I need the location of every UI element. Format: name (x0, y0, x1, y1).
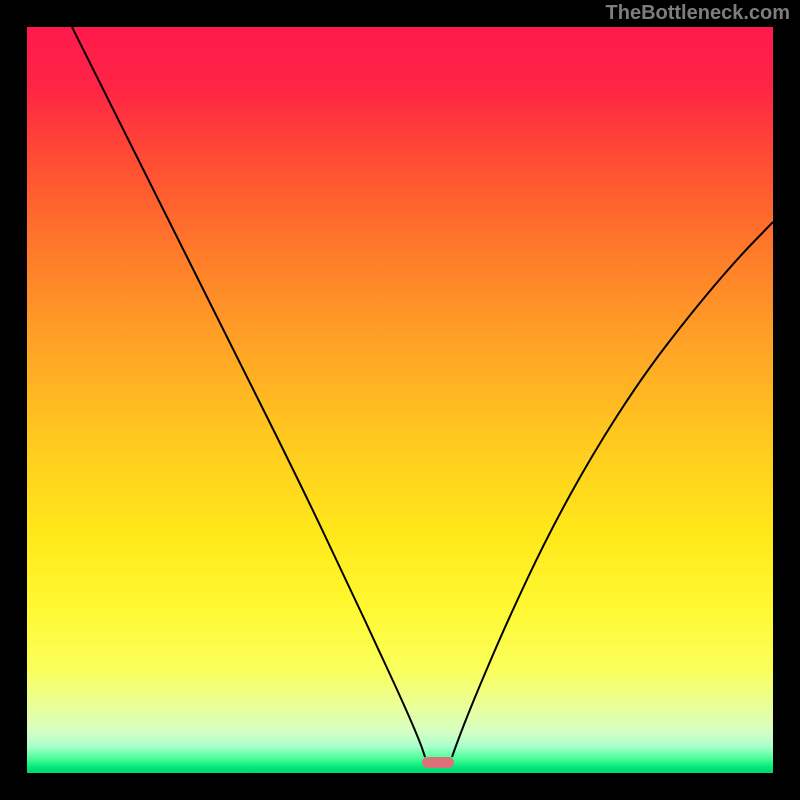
chart-container (27, 27, 773, 773)
right-curve (452, 222, 773, 757)
left-curve (72, 27, 425, 757)
bottleneck-marker (422, 757, 454, 768)
watermark-text: TheBottleneck.com (606, 2, 790, 25)
bottleneck-curves (27, 27, 773, 773)
